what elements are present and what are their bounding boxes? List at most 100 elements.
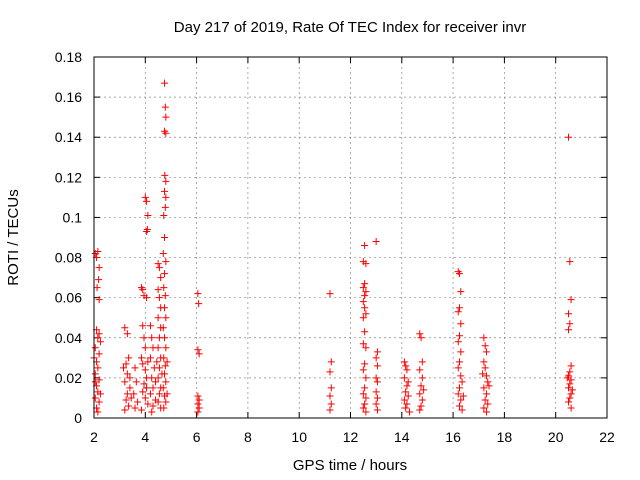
data-point [143,197,151,205]
data-point [161,103,169,111]
data-point [162,129,170,137]
data-point [95,276,103,284]
data-point [361,328,369,336]
data-point [416,390,424,398]
x-tick-label: 22 [599,429,615,445]
data-point [456,304,464,312]
data-point [454,308,462,316]
data-point [566,258,574,266]
data-point [361,400,369,408]
data-point [160,354,168,362]
axis-ticks: 2 4 6 8 10 12 14 16 18 20 22 0 0.02 0.04 0.06 0.08 0.1 0.… [55,49,615,445]
data-point [565,310,573,318]
y-tick-label: 0.02 [55,370,82,386]
data-point [157,274,165,282]
data-point [125,354,133,362]
data-point [417,334,425,342]
data-point [159,250,167,258]
data-point [566,380,574,388]
data-point [93,284,101,292]
data-point [160,284,168,292]
data-point [482,348,490,356]
data-point [327,384,335,392]
data-point [139,360,147,368]
data-point [141,193,149,201]
y-tick-label: 0.08 [55,250,82,266]
data-point [121,406,129,414]
data-point [361,242,369,250]
y-tick-label: 0.1 [63,209,83,225]
data-point [458,378,466,386]
data-point [403,382,411,390]
data-points [90,79,576,416]
data-point [373,362,381,370]
data-point [161,187,169,195]
data-point [119,364,127,372]
data-point [373,394,381,402]
data-point [567,296,575,304]
data-point [160,404,168,412]
data-point [566,368,574,376]
data-point [155,364,163,372]
data-point [162,193,170,201]
data-point [402,362,410,370]
data-point [152,378,160,386]
data-point [457,348,465,356]
data-point [154,286,162,294]
data-point [139,322,147,330]
data-point [161,171,169,179]
data-point [326,392,334,400]
data-point [567,390,575,398]
data-point [567,362,575,370]
data-point [91,370,99,378]
data-point [163,358,171,366]
data-point [482,408,490,416]
data-point [148,408,156,416]
data-point [194,346,202,354]
data-point [94,364,102,372]
data-point [126,374,134,382]
data-point [121,378,129,386]
data-point [563,374,571,382]
data-point [123,330,131,338]
data-point [480,334,488,342]
data-point [420,386,428,394]
data-point [361,304,369,312]
data-point [149,402,157,410]
x-tick-label: 4 [141,429,149,445]
data-point [146,390,154,398]
data-point [155,264,163,272]
x-tick-label: 10 [291,429,307,445]
data-point [362,374,370,382]
data-point [362,260,370,268]
data-point [359,314,367,322]
data-point [140,334,148,342]
y-tick-label: 0.06 [55,290,82,306]
data-point [479,370,487,378]
data-point [565,398,573,406]
data-point [481,396,489,404]
data-point [148,374,156,382]
x-axis-label: GPS time / hours [293,457,407,474]
data-point [359,366,367,374]
data-point [149,384,157,392]
data-point [154,374,162,382]
data-point [139,286,147,294]
data-point [194,400,202,408]
data-point [146,354,154,362]
data-point [146,322,154,330]
data-point [162,177,170,185]
data-point [372,374,380,382]
data-point [482,372,490,380]
y-tick-label: 0.14 [55,129,82,145]
chart-title: Day 217 of 2019, Rate Of TEC Index for r… [174,19,526,36]
data-point [134,398,142,406]
data-point [372,238,380,246]
data-point [141,366,149,374]
data-point [565,326,573,334]
data-point [456,332,464,340]
data-point [96,390,104,398]
data-point [132,378,140,386]
data-point [95,350,103,358]
data-point [162,378,170,386]
